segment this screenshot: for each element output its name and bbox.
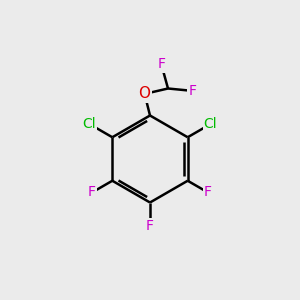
Text: O: O [139, 86, 151, 101]
Text: F: F [88, 185, 96, 200]
Text: F: F [189, 84, 196, 98]
Text: Cl: Cl [83, 117, 96, 131]
Text: Cl: Cl [204, 117, 217, 131]
Text: F: F [204, 185, 212, 200]
Text: F: F [158, 58, 165, 71]
Text: F: F [146, 219, 154, 233]
